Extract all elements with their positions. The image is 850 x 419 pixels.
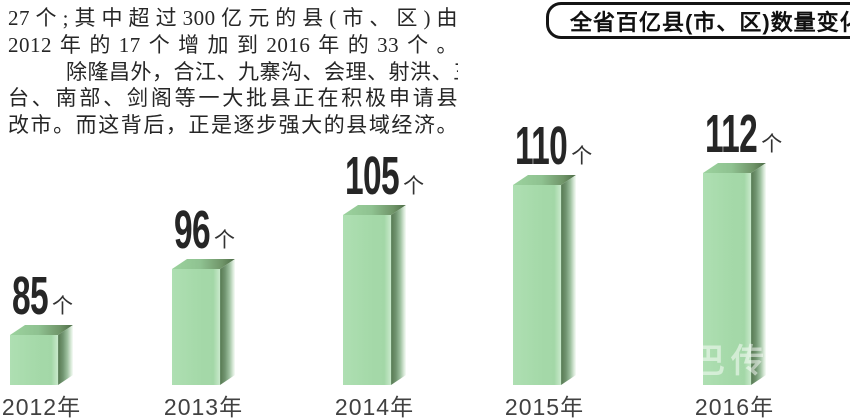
bar-side-face (751, 163, 766, 385)
value-number: 96 (174, 199, 211, 260)
bar-top-face (513, 175, 576, 185)
value-unit: 个 (214, 229, 236, 252)
bar-column (10, 325, 73, 385)
bar-group-2014: 105 个 2014年 (335, 149, 424, 419)
bar-top-face (343, 205, 406, 215)
value-number: 105 (345, 145, 400, 206)
article-line-1: 27个;其中超过300亿元的县(市、区)由 (8, 6, 458, 30)
value-unit: 个 (403, 175, 425, 198)
bar-side-face (391, 205, 406, 385)
bar-value-label: 112 个 (705, 103, 783, 164)
value-unit: 个 (571, 145, 593, 168)
bar-front-face (10, 335, 58, 385)
year-label: 2016年 (694, 394, 775, 419)
article-line-5: 改市。而这背后，正是逐步强大的县域经济。 (8, 113, 458, 138)
chart-title-banner: 全省百亿县(市、区)数量变化 (546, 2, 850, 39)
bar-column (513, 175, 576, 385)
year-label: 2015年 (504, 394, 585, 419)
bar-front-face (513, 185, 561, 385)
value-number: 110 (515, 115, 568, 176)
article-line-4: 台、南部、剑阁等一大批县正在积极申请县 (8, 86, 458, 111)
bar-group-2013: 96 个 2013年 (164, 203, 242, 419)
chart-title: 全省百亿县(市、区)数量变化 (570, 9, 850, 35)
value-unit: 个 (761, 133, 783, 156)
year-label: 2014年 (334, 394, 415, 419)
bar-top-face (703, 163, 766, 173)
year-label: 2013年 (163, 394, 244, 419)
value-number: 85 (12, 265, 49, 326)
value-number: 112 (705, 103, 758, 164)
bar-column (172, 259, 235, 385)
bar-side-face (58, 325, 73, 385)
bar-group-2015: 110 个 2015年 (505, 119, 592, 419)
year-label: 2012年 (1, 394, 82, 419)
article-line-2: 2012年的17个增加到2016年的33个。 (8, 32, 458, 57)
bar-front-face (703, 173, 751, 385)
bar-column (703, 163, 766, 385)
bar-group-2012: 85 个 2012年 (2, 269, 80, 419)
bar-column (343, 205, 406, 385)
bar-top-face (172, 259, 235, 269)
article-line-3: 除隆昌外，合江、九寨沟、会理、射洪、三 (66, 59, 458, 84)
bar-value-label: 105 个 (345, 145, 425, 206)
bar-value-label: 96 个 (174, 199, 236, 260)
bar-group-2016: 112 个 2016年 (695, 107, 782, 419)
bar-front-face (172, 269, 220, 385)
bar-front-face (343, 215, 391, 385)
bar-side-face (561, 175, 576, 385)
bar-value-label: 85 个 (12, 265, 74, 326)
article-text: 27个;其中超过300亿元的县(市、区)由 2012年的17个增加到2016年的… (8, 5, 458, 139)
bar-side-face (220, 259, 235, 385)
value-unit: 个 (52, 295, 74, 318)
bar-top-face (10, 325, 73, 335)
bar-value-label: 110 个 (515, 115, 593, 176)
